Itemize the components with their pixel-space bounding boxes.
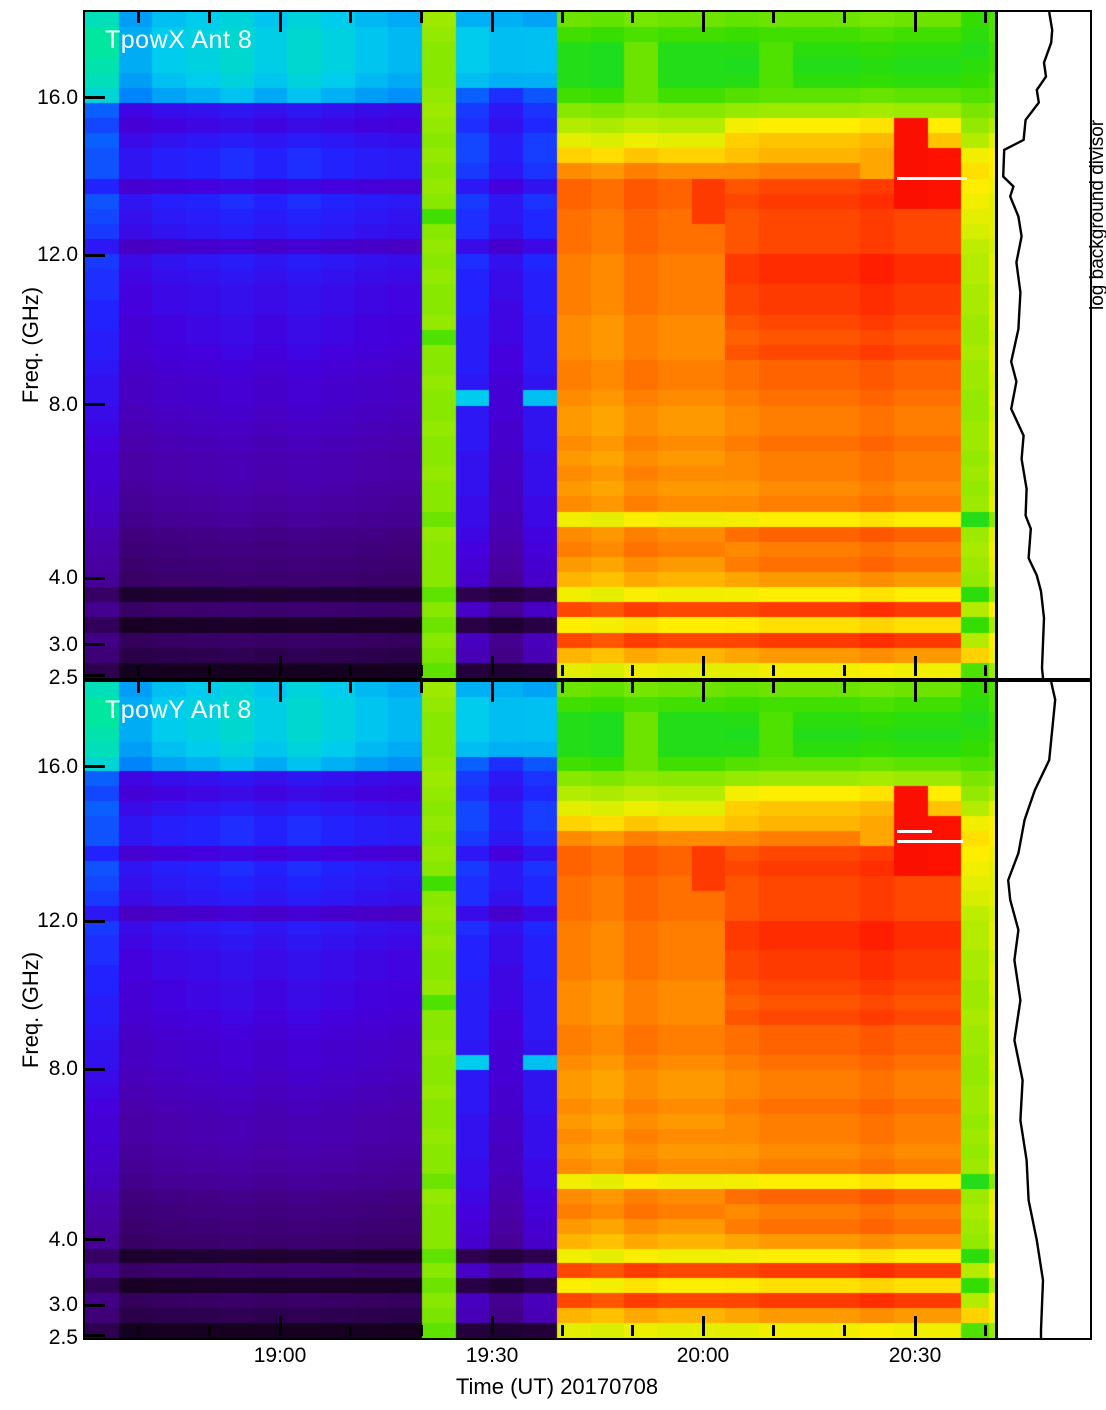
time-tick-mark	[419, 682, 423, 693]
time-tick-mark	[842, 1325, 846, 1336]
freq-tick-label: 12.0	[37, 243, 78, 267]
time-tick-mark	[772, 682, 775, 693]
time-tick-label: 20:30	[888, 1344, 942, 1367]
spectrogram-panel-tpowx	[83, 10, 997, 680]
freq-tick-mark	[85, 96, 105, 100]
freq-tick-label: 2.5	[48, 1326, 78, 1349]
time-tick-mark	[560, 1325, 564, 1336]
freq-tick-mark	[85, 643, 105, 647]
time-tick-mark	[207, 682, 211, 693]
time-tick-mark	[137, 12, 141, 23]
freq-tick-mark	[85, 1238, 105, 1242]
time-tick-mark	[913, 682, 917, 702]
time-tick-mark	[772, 12, 775, 23]
time-tick-mark	[207, 1325, 211, 1336]
time-tick-mark	[560, 665, 564, 676]
time-tick-mark	[631, 12, 634, 23]
time-tick-mark	[278, 682, 282, 702]
freq-tick-mark	[85, 765, 105, 769]
freq-tick-label: 3.0	[48, 1293, 78, 1317]
time-tick-mark	[913, 12, 917, 32]
time-tick-mark	[701, 1316, 705, 1336]
time-tick-mark	[560, 12, 564, 23]
freq-tick-label: 8.0	[48, 1057, 78, 1081]
freq-axis-title-top: Freq. (GHz)	[18, 286, 43, 404]
time-tick-mark	[137, 665, 141, 676]
freq-tick-mark	[85, 576, 105, 580]
time-tick-mark	[490, 682, 494, 702]
time-tick-mark	[490, 12, 494, 32]
time-tick-mark	[207, 665, 211, 676]
time-axis-title: Time (UT) 20170708	[455, 1374, 659, 1399]
time-tick-mark	[913, 656, 917, 676]
time-tick-mark	[207, 12, 211, 23]
time-tick-mark	[349, 12, 352, 23]
time-tick-mark	[701, 656, 705, 676]
time-tick-mark	[631, 682, 634, 693]
divisor-panel-tpowx	[996, 10, 1092, 680]
freq-tick-label: 16.0	[37, 754, 78, 778]
divisor-curve-tpowx	[1001, 12, 1054, 678]
time-tick-mark	[631, 665, 634, 676]
time-tick-mark	[419, 665, 423, 676]
white-saturation-line	[896, 840, 964, 844]
freq-tick-label: 2.5	[48, 666, 78, 689]
panel-label-tpowy: TpowY Ant 8	[105, 696, 252, 724]
white-saturation-line	[896, 177, 967, 181]
time-tick-mark	[984, 682, 987, 693]
time-tick-mark	[701, 12, 705, 32]
freq-tick-label: 3.0	[48, 632, 78, 656]
time-tick-mark	[772, 1325, 775, 1336]
time-tick-mark	[701, 682, 705, 702]
freq-tick-mark	[85, 403, 105, 407]
spectrogram-canvas-tpowx	[85, 12, 995, 678]
time-tick-mark	[490, 1316, 494, 1336]
time-tick-mark	[984, 12, 987, 23]
time-tick-mark	[984, 665, 987, 676]
time-tick-mark	[137, 682, 141, 693]
time-tick-mark	[631, 1325, 634, 1336]
freq-tick-label: 16.0	[37, 85, 78, 109]
freq-tick-mark	[85, 1067, 105, 1071]
freq-tick-label: 4.0	[48, 566, 78, 590]
divisor-curve-tpowy	[1006, 682, 1057, 1338]
freq-tick-mark	[85, 1333, 105, 1337]
time-tick-label: 19:00	[253, 1344, 307, 1367]
time-tick-mark	[842, 665, 846, 676]
freq-tick-mark	[85, 253, 105, 257]
time-tick-mark	[913, 1316, 917, 1336]
time-tick-mark	[842, 12, 846, 23]
freq-tick-mark	[85, 919, 105, 923]
white-saturation-line	[896, 830, 933, 834]
time-tick-label: 20:00	[676, 1344, 730, 1367]
time-tick-mark	[560, 682, 564, 693]
time-tick-mark	[772, 665, 775, 676]
time-tick-mark	[349, 665, 352, 676]
freq-tick-label: 4.0	[48, 1227, 78, 1251]
spectrogram-canvas-tpowy	[85, 682, 995, 1338]
time-tick-label: 19:30	[465, 1344, 519, 1367]
time-tick-mark	[419, 12, 423, 23]
panel-label-tpowx: TpowX Ant 8	[105, 26, 253, 54]
divisor-panel-tpowy	[996, 680, 1092, 1340]
time-tick-mark	[349, 682, 352, 693]
time-tick-mark	[278, 656, 282, 676]
divisor-axis-label: log background divisor	[1087, 119, 1106, 310]
time-tick-mark	[984, 1325, 987, 1336]
freq-tick-label: 8.0	[48, 392, 78, 416]
time-tick-mark	[419, 1325, 423, 1336]
time-tick-mark	[137, 1325, 141, 1336]
time-tick-mark	[842, 682, 846, 693]
time-tick-mark	[349, 1325, 352, 1336]
freq-tick-mark	[85, 1303, 105, 1307]
freq-tick-mark	[85, 673, 105, 677]
time-tick-mark	[278, 12, 282, 32]
spectrogram-panel-tpowy	[83, 680, 997, 1340]
freq-tick-label: 12.0	[37, 909, 78, 933]
time-tick-mark	[490, 656, 494, 676]
freq-axis-title-bottom: Freq. (GHz)	[18, 951, 43, 1069]
time-tick-mark	[278, 1316, 282, 1336]
